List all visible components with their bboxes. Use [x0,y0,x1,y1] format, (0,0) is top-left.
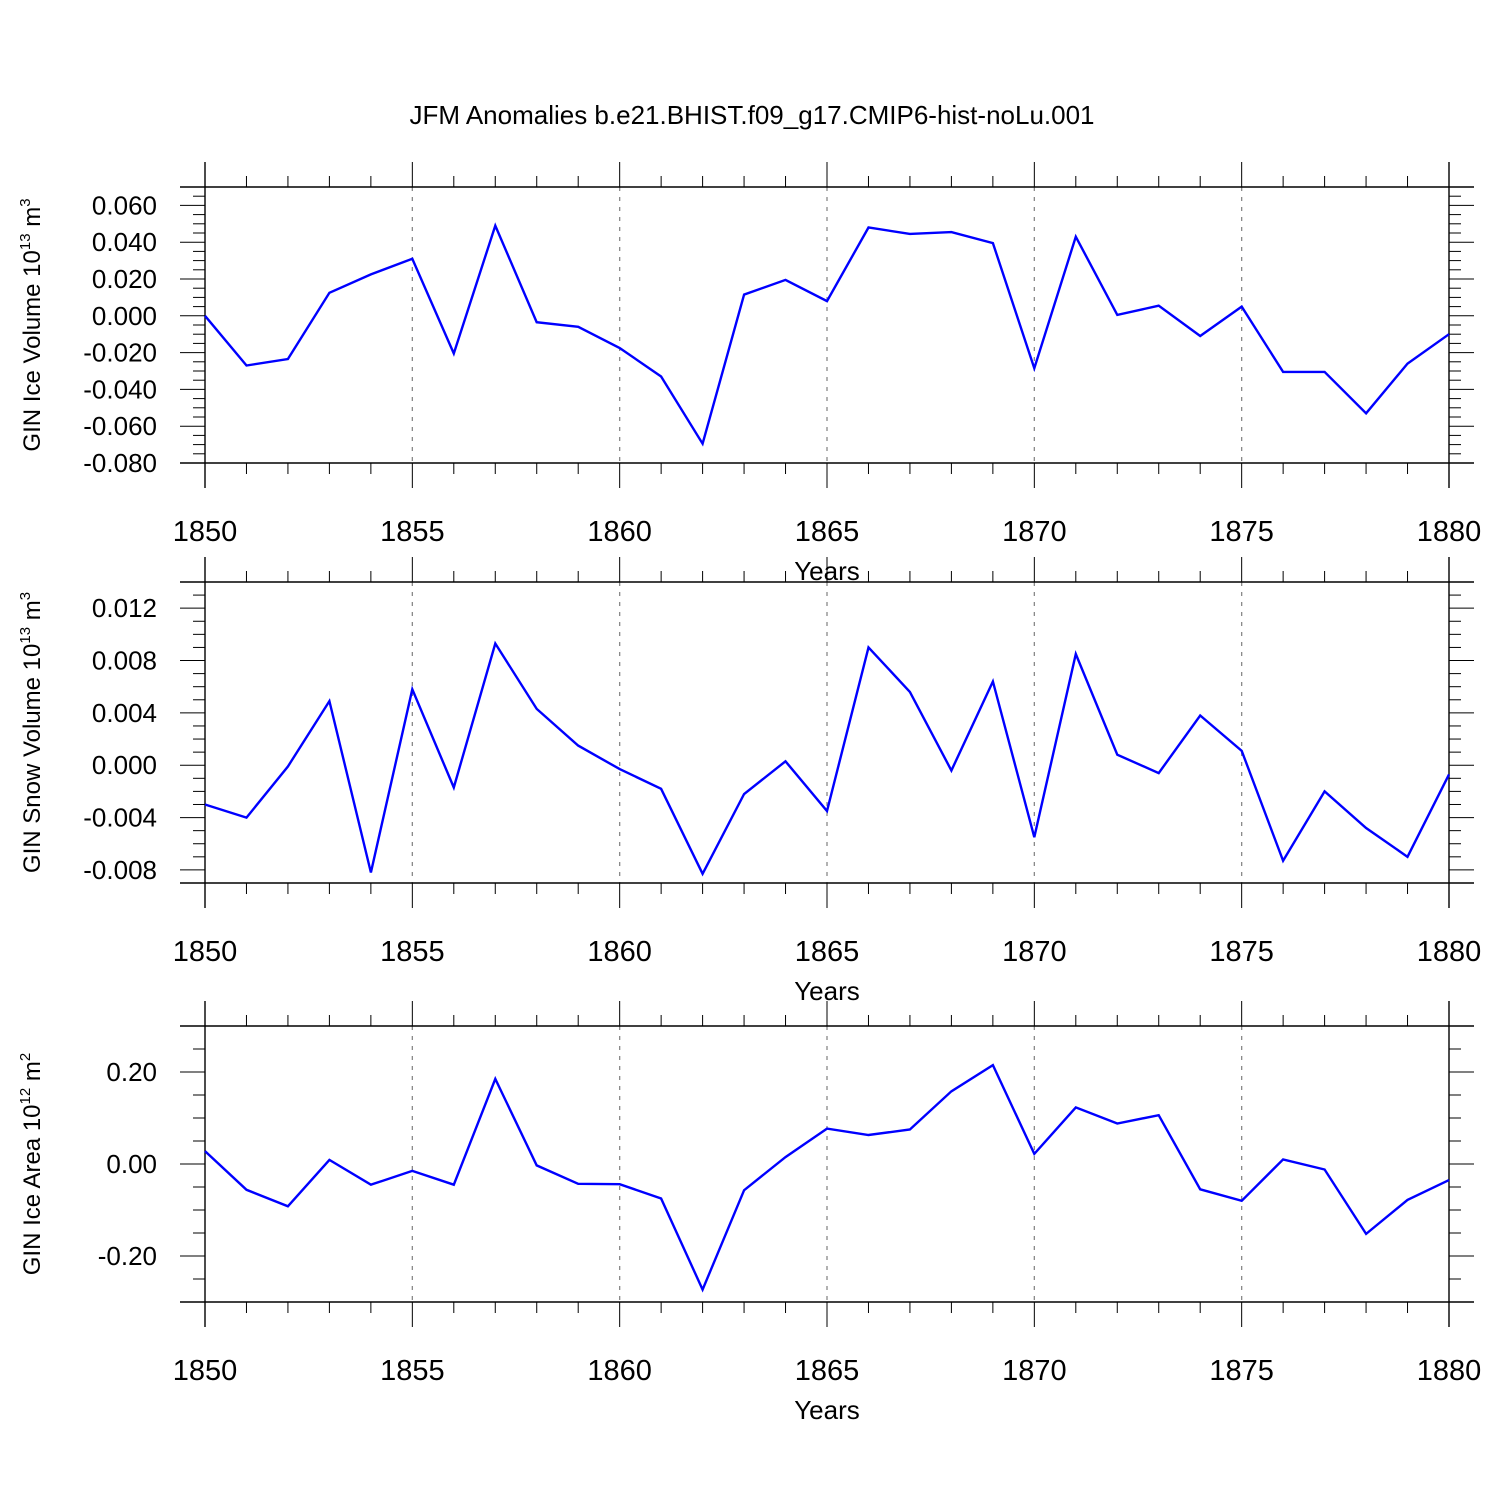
x-tick-label: 1875 [1209,516,1274,548]
x-tick-label: 1860 [587,1355,652,1387]
x-tick-label: 1870 [1002,936,1067,968]
x-tick-label: 1850 [173,936,238,968]
y-tick-label: -0.060 [83,411,157,441]
x-tick-label: 1875 [1209,1355,1274,1387]
x-axis-label: Years [794,1395,860,1425]
panel-snow-volume: 0.012 0.008 0.004 0.000 -0.004 -0.008 1850 1855… [17,557,1481,1006]
y-tick-label: -0.040 [83,374,157,404]
y-axis-label: GIN Ice Area 1012 m2 [17,1053,46,1275]
y-tick-label: 0.000 [92,750,157,780]
y-tick-label: 0.00 [106,1149,157,1179]
y-tick-label: -0.004 [83,803,157,833]
x-tick-label: 1855 [380,516,445,548]
x-tick-label: 1860 [587,516,652,548]
y-tick-label: -0.20 [98,1241,157,1271]
y-tick-label: 0.012 [92,593,157,623]
panel-ice-volume: 0.060 0.040 0.020 0.000 -0.020 -0.040 -0.060 -0… [17,162,1481,586]
y-tick-label: 0.020 [92,264,157,294]
y-tick-label: -0.020 [83,338,157,368]
y-axis-label: GIN Snow Volume 1013 m3 [17,592,46,873]
x-tick-label: 1880 [1417,936,1482,968]
panel-ice-area: 0.20 0.00 -0.20 1850 1855 1860 1865 1870 1875 188… [17,1001,1481,1425]
y-tick-label: -0.080 [83,448,157,478]
y-tick-label: 0.004 [92,698,157,728]
x-tick-label: 1880 [1417,516,1482,548]
x-tick-label: 1880 [1417,1355,1482,1387]
x-tick-label: 1860 [587,936,652,968]
x-tick-label: 1865 [795,936,860,968]
x-tick-label: 1870 [1002,516,1067,548]
x-tick-label: 1875 [1209,936,1274,968]
y-tick-label: 0.060 [92,190,157,220]
x-tick-label: 1850 [173,516,238,548]
figure-title: JFM Anomalies b.e21.BHIST.f09_g17.CMIP6-… [409,100,1094,130]
y-tick-label: 0.008 [92,646,157,676]
y-tick-label: 0.20 [106,1057,157,1087]
x-tick-label: 1870 [1002,1355,1067,1387]
series-line [204,640,1451,877]
y-axis-label: GIN Ice Volume 1013 m3 [17,198,46,451]
x-tick-label: 1865 [795,516,860,548]
y-tick-label: -0.008 [83,855,157,885]
x-tick-label: 1855 [380,936,445,968]
y-tick-label: 0.040 [92,227,157,257]
x-tick-label: 1855 [380,1355,445,1387]
x-tick-label: 1865 [795,1355,860,1387]
y-tick-label: 0.000 [92,301,157,331]
x-tick-label: 1850 [173,1355,238,1387]
